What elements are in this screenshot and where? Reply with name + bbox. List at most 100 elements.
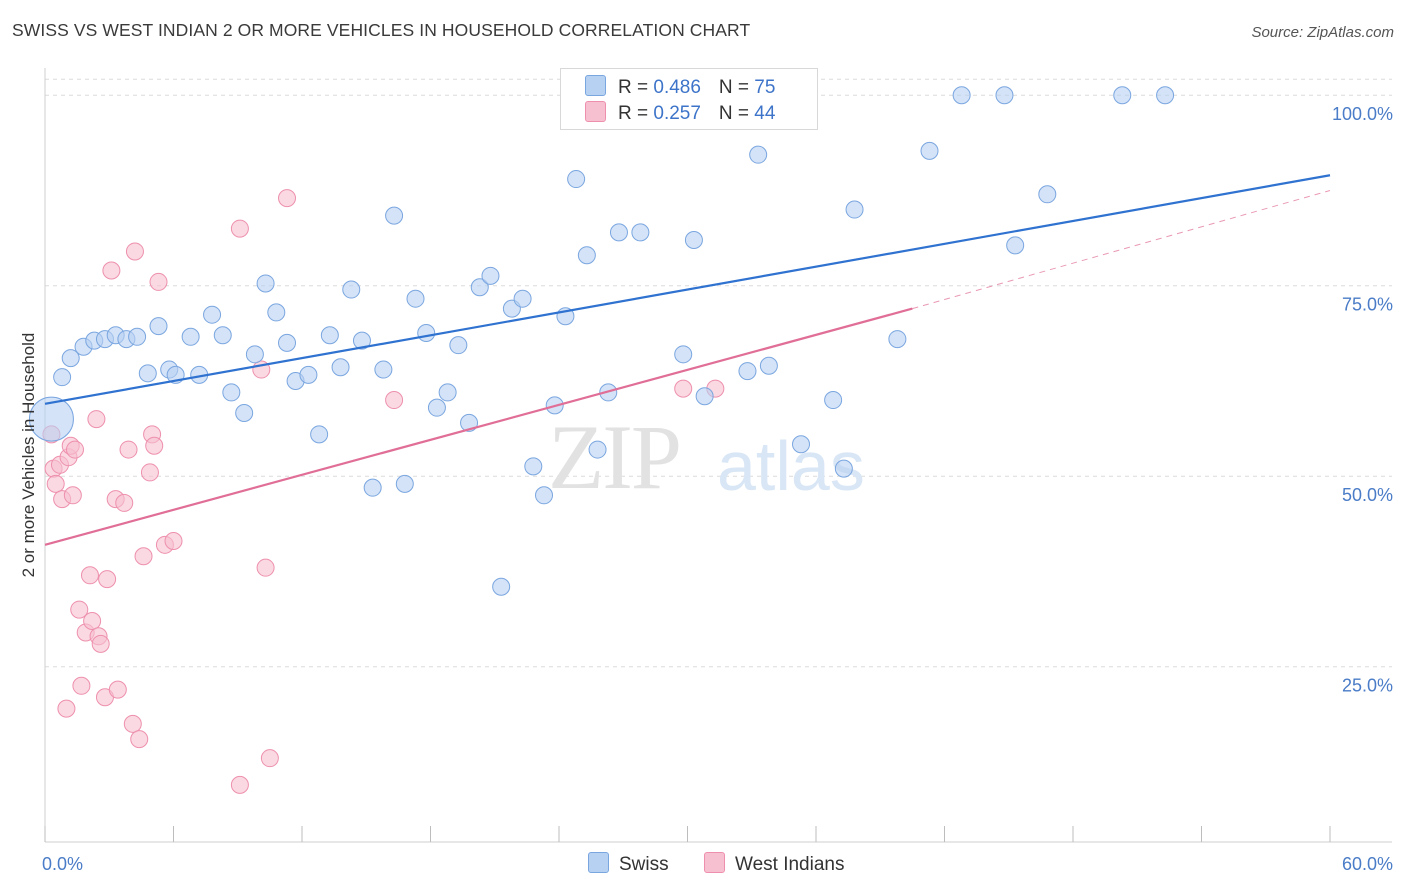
west-indians-point [674,379,693,398]
swiss-point [438,383,457,402]
swiss-point [406,289,425,308]
swiss-point [1006,236,1025,255]
swiss-point [995,86,1014,105]
swiss-n-label: N = [718,77,755,98]
west-indians-point [108,680,127,699]
swiss-point [267,303,286,322]
swiss-point [1038,185,1057,204]
west-indians-trend-line [44,307,913,546]
x-tick-labels: 0.0% 60.0% [42,854,1393,874]
west-indians-point [145,436,164,455]
west-indians-point [57,699,76,718]
swiss-point [567,170,586,189]
swiss-point [492,577,511,596]
swiss-point [888,330,907,349]
swiss-point [310,425,329,444]
y-tick-label: 75.0% [1342,295,1393,315]
swiss-point [749,145,768,164]
stats-legend: R = 0.486 N = 75 R = 0.257 N = 44 [560,68,818,130]
west-indians-point [80,566,99,585]
swiss-point [203,305,222,324]
swiss-point [213,326,232,345]
swiss-r-label: R = [618,77,654,98]
swiss-point [299,365,318,384]
west-indians-point [260,749,279,768]
trend-lines [44,174,1331,546]
legend-row-swiss: R = 0.486 N = 75 [585,75,775,99]
west-indians-points [42,189,725,794]
bottom-wi-label: West Indians [735,854,845,875]
swiss-point [631,223,650,242]
chart-title: SWISS VS WEST INDIAN 2 OR MORE VEHICLES … [12,20,751,40]
swiss-point [352,331,371,350]
swiss-point [395,474,414,493]
west-indians-point [65,440,84,459]
west-indians-point [91,634,110,653]
swiss-point [278,333,297,352]
bottom-swiss-label: Swiss [619,854,669,875]
west-indians-point [70,600,89,619]
swiss-point [513,289,532,308]
west-indians-point [256,558,275,577]
west-indians-point [102,261,121,280]
swiss-point [28,396,74,442]
swiss-point [759,356,778,375]
west-indians-point [98,570,117,589]
west-indians-point [115,493,134,512]
swiss-point [1113,86,1132,105]
swiss-point [1156,86,1175,105]
bottom-wi-swatch [704,852,725,873]
west-indians-point [149,272,168,291]
swiss-point [952,86,971,105]
swiss-point [674,345,693,364]
wi-n-label: N = [718,103,755,124]
bottom-swiss-swatch [588,852,609,873]
swiss-point [738,362,757,381]
swiss-point [792,435,811,454]
swiss-point [320,326,339,345]
axes [44,68,1392,843]
swiss-point [427,398,446,417]
swiss-n-value: 75 [754,77,776,98]
west-indians-point [123,714,142,733]
x-tick-label: 60.0% [1342,854,1393,874]
grid-lines [45,78,1392,668]
swiss-point [695,387,714,406]
watermark: ZIP atlas [548,406,865,508]
swiss-r-value: 0.486 [653,77,701,98]
chart-source: Source: ZipAtlas.com [1251,24,1394,41]
swiss-point [374,360,393,379]
swiss-point [245,345,264,364]
swiss-point [53,368,72,387]
west-indians-point [164,532,183,551]
west-indians-point [46,474,65,493]
swiss-trend-line [44,174,1331,405]
swiss-point [342,280,361,299]
swiss-point [824,391,843,410]
west-indians-point [83,612,102,631]
west-indians-point [385,391,404,410]
y-tick-label: 50.0% [1342,485,1393,505]
swiss-point [588,440,607,459]
west-indians-point [140,463,159,482]
swiss-point [235,403,254,422]
west-indians-trend-extension [912,190,1331,310]
wi-n-value: 44 [754,103,776,124]
swiss-point [331,358,350,377]
west-indians-point [134,547,153,566]
swiss-points [28,86,1175,596]
west-indians-point [63,486,82,505]
west-indians-point [119,440,138,459]
bottom-legend-west-indians: West Indians [704,852,844,876]
swiss-point [181,327,200,346]
swiss-point [684,231,703,250]
wi-r-value: 0.257 [653,103,701,124]
y-axis-label: 2 or more Vehicles in Household [19,333,38,578]
west-indians-point [230,219,249,238]
west-indians-point [230,775,249,794]
west-indians-point [72,676,91,695]
y-tick-labels: 25.0% 50.0% 75.0% 100.0% [1332,104,1393,695]
wi-r-label: R = [618,103,654,124]
swiss-point [845,200,864,219]
swiss-swatch [585,75,606,96]
